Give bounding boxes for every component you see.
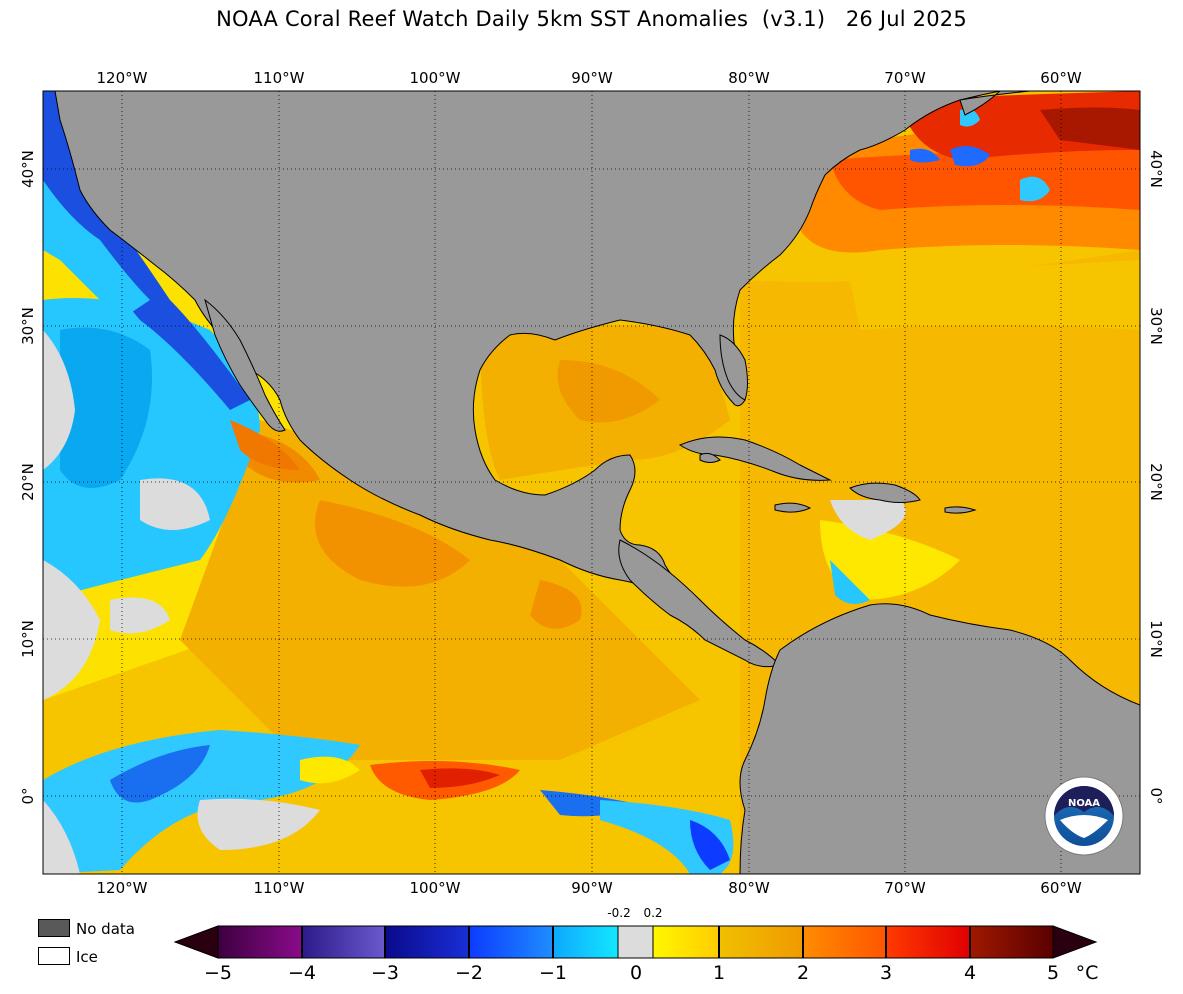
lon-label: 90°W	[571, 69, 613, 87]
lat-label: 20°N	[1147, 463, 1165, 501]
colorbar-tick-label: 2	[796, 962, 810, 984]
colorbar-tick-label: 5	[1046, 962, 1060, 984]
colorbar-tick-label: 3	[879, 962, 893, 984]
lat-label: 30°N	[19, 307, 37, 345]
lat-label: 20°N	[19, 463, 37, 501]
lon-label: 120°W	[97, 69, 148, 87]
colorbar-tick-label: −2	[454, 962, 484, 984]
lat-labels-left: 40°N 30°N 20°N 10°N 0°	[19, 150, 37, 804]
ice-swatch	[38, 947, 70, 965]
lat-label: 40°N	[19, 150, 37, 188]
logo-text: NOAA	[1068, 798, 1100, 809]
colorbar-tick-label: 4	[963, 962, 977, 984]
noaa-logo: NOAA	[1044, 776, 1124, 856]
colorbar-tick-label: 1	[712, 962, 726, 984]
lon-label: 110°W	[254, 69, 305, 87]
ice-label: Ice	[76, 948, 98, 966]
lon-label: 110°W	[254, 879, 305, 897]
lat-label: 0°	[1147, 787, 1165, 804]
lon-label: 120°W	[97, 879, 148, 897]
lon-label: 100°W	[410, 69, 461, 87]
colorbar-tick-label: −1	[538, 962, 568, 984]
lon-label: 80°W	[728, 69, 770, 87]
colorbar-tick-label: −5	[203, 962, 233, 984]
no-data-label: No data	[76, 920, 135, 938]
lat-labels-right: 40°N 30°N 20°N 10°N 0°	[1147, 150, 1165, 804]
lon-label: 70°W	[884, 69, 926, 87]
colorbar-low-extend	[173, 925, 219, 959]
colorbar-tick-label: 0	[629, 962, 643, 984]
map-title: NOAA Coral Reef Watch Daily 5km SST Anom…	[216, 7, 967, 31]
lon-label: 80°W	[728, 879, 770, 897]
lat-label: 10°N	[1147, 620, 1165, 658]
lat-label: 0°	[19, 787, 37, 804]
lon-label: 100°W	[410, 879, 461, 897]
lon-labels-bottom: 120°W 110°W 100°W 90°W 80°W 70°W 60°W	[97, 879, 1082, 897]
colorbar	[173, 925, 1098, 959]
map-frame	[42, 90, 1141, 875]
colorbar-small-label: 0.2	[643, 906, 663, 920]
lon-labels-top: 120°W 110°W 100°W 90°W 80°W 70°W 60°W	[97, 69, 1082, 87]
graticule	[43, 91, 1140, 874]
land-masses	[54, 91, 1140, 874]
no-data-swatch	[38, 919, 70, 937]
colorbar-tick-label: −4	[287, 962, 317, 984]
lon-label: 70°W	[884, 879, 926, 897]
lat-label: 10°N	[19, 620, 37, 658]
colorbar-small-label: -0.2	[607, 906, 631, 920]
lon-label: 60°W	[1040, 879, 1082, 897]
lat-label: 40°N	[1147, 150, 1165, 188]
colorbar-unit: °C	[1075, 962, 1099, 984]
lat-label: 30°N	[1147, 307, 1165, 345]
colorbar-tick-label: −3	[370, 962, 400, 984]
lon-label: 90°W	[571, 879, 613, 897]
lon-label: 60°W	[1040, 69, 1082, 87]
colorbar-high-extend	[1052, 925, 1098, 959]
